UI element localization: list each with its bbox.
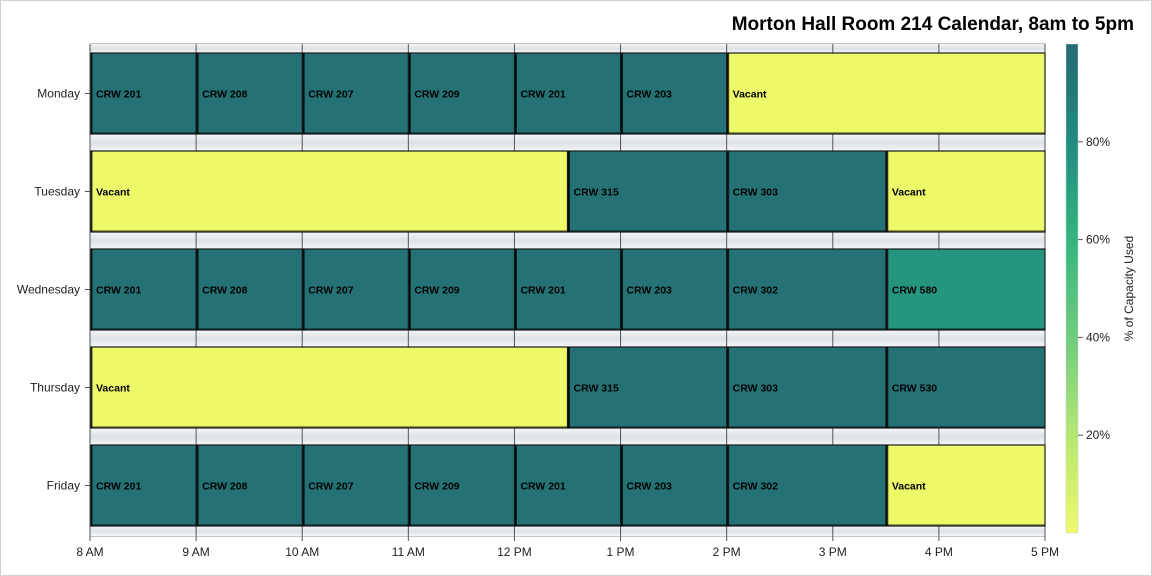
event-bar: CRW 209: [408, 248, 516, 331]
event-bar: CRW 208: [196, 52, 303, 135]
event-bar: CRW 203: [620, 248, 728, 331]
event-label: CRW 209: [414, 89, 459, 101]
y-tick-label: Tuesday: [34, 185, 80, 199]
event-label: CRW 315: [574, 383, 619, 395]
event-bar: CRW 209: [408, 444, 516, 527]
x-tick-label: 1 PM: [607, 545, 635, 559]
event-bar: CRW 201: [514, 444, 622, 527]
event-bar: Vacant: [886, 444, 1046, 527]
event-label: CRW 201: [520, 285, 565, 297]
colorbar: [1065, 43, 1079, 534]
event-label: Vacant: [733, 89, 767, 101]
x-tick-label: 10 AM: [285, 545, 319, 559]
x-tick-label: 9 AM: [182, 545, 209, 559]
event-label: CRW 203: [627, 285, 672, 297]
y-tick-label: Thursday: [30, 381, 80, 395]
event-bar: CRW 530: [886, 346, 1046, 429]
event-label: CRW 207: [308, 89, 353, 101]
y-tick-label: Friday: [47, 479, 80, 493]
event-label: CRW 207: [308, 285, 353, 297]
event-label: CRW 580: [892, 285, 937, 297]
colorbar-tick-label: 60%: [1086, 233, 1110, 247]
x-tick-label: 11 AM: [392, 545, 425, 559]
event-label: CRW 303: [733, 187, 778, 199]
x-tick-label: 2 PM: [713, 545, 741, 559]
event-label: CRW 201: [520, 89, 565, 101]
row-separator-band: [90, 526, 1045, 536]
chart-title: Morton Hall Room 214 Calendar, 8am to 5p…: [731, 14, 1134, 35]
row-separator-band: [90, 428, 1045, 445]
event-bar: CRW 207: [302, 248, 409, 331]
event-bar: CRW 201: [514, 52, 622, 135]
event-bar: Vacant: [886, 150, 1046, 233]
event-label: CRW 208: [202, 89, 247, 101]
event-label: Vacant: [96, 383, 130, 395]
row-separator-band: [90, 232, 1045, 249]
event-label: CRW 208: [202, 481, 247, 493]
event-label: CRW 201: [96, 89, 141, 101]
event-label: CRW 208: [202, 285, 247, 297]
row-separator-band: [90, 134, 1045, 151]
event-bar: CRW 208: [196, 248, 303, 331]
event-bar: CRW 303: [727, 346, 887, 429]
event-label: CRW 530: [892, 383, 937, 395]
event-bar: CRW 207: [302, 52, 409, 135]
event-label: CRW 315: [574, 187, 619, 199]
x-tick-label: 8 AM: [76, 545, 103, 559]
event-bar: CRW 203: [620, 52, 728, 135]
event-bar: CRW 315: [567, 346, 728, 429]
event-label: CRW 207: [308, 481, 353, 493]
event-bar: CRW 203: [620, 444, 728, 527]
event-bar: Vacant: [727, 52, 1046, 135]
event-label: CRW 302: [733, 481, 778, 493]
event-label: CRW 201: [96, 481, 141, 493]
event-label: CRW 201: [96, 285, 141, 297]
event-bar: CRW 580: [886, 248, 1046, 331]
event-bar: CRW 201: [90, 444, 197, 527]
y-tick-label: Monday: [37, 87, 80, 101]
event-bar: CRW 302: [727, 444, 887, 527]
y-tick-label: Wednesday: [17, 283, 80, 297]
colorbar-tick-label: 40%: [1086, 330, 1110, 344]
colorbar-tick-label: 80%: [1086, 135, 1110, 149]
event-label: CRW 209: [414, 481, 459, 493]
x-tick-label: 4 PM: [925, 545, 953, 559]
event-bar: CRW 208: [196, 444, 303, 527]
event-bar: CRW 315: [567, 150, 728, 233]
event-bar: CRW 209: [408, 52, 516, 135]
event-label: Vacant: [892, 187, 926, 199]
event-label: CRW 201: [520, 481, 565, 493]
event-label: CRW 209: [414, 285, 459, 297]
event-label: CRW 203: [627, 481, 672, 493]
event-label: CRW 302: [733, 285, 778, 297]
x-tick-label: 3 PM: [819, 545, 847, 559]
event-bar: CRW 201: [90, 52, 197, 135]
colorbar-tick-label: 20%: [1086, 428, 1110, 442]
colorbar-label: % of Capacity Used: [1122, 236, 1136, 341]
event-label: Vacant: [892, 481, 926, 493]
event-label: Vacant: [96, 187, 130, 199]
event-bar: CRW 207: [302, 444, 409, 527]
event-label: CRW 303: [733, 383, 778, 395]
event-bar: CRW 303: [727, 150, 887, 233]
event-bar: CRW 201: [514, 248, 622, 331]
event-bar: CRW 302: [727, 248, 887, 331]
row-separator-band: [90, 44, 1045, 53]
event-bar: CRW 201: [90, 248, 197, 331]
event-bar: Vacant: [90, 150, 569, 233]
event-bar: Vacant: [90, 346, 569, 429]
event-label: CRW 203: [627, 89, 672, 101]
row-separator-band: [90, 330, 1045, 347]
x-tick-label: 5 PM: [1031, 545, 1059, 559]
x-tick-label: 12 PM: [497, 545, 532, 559]
